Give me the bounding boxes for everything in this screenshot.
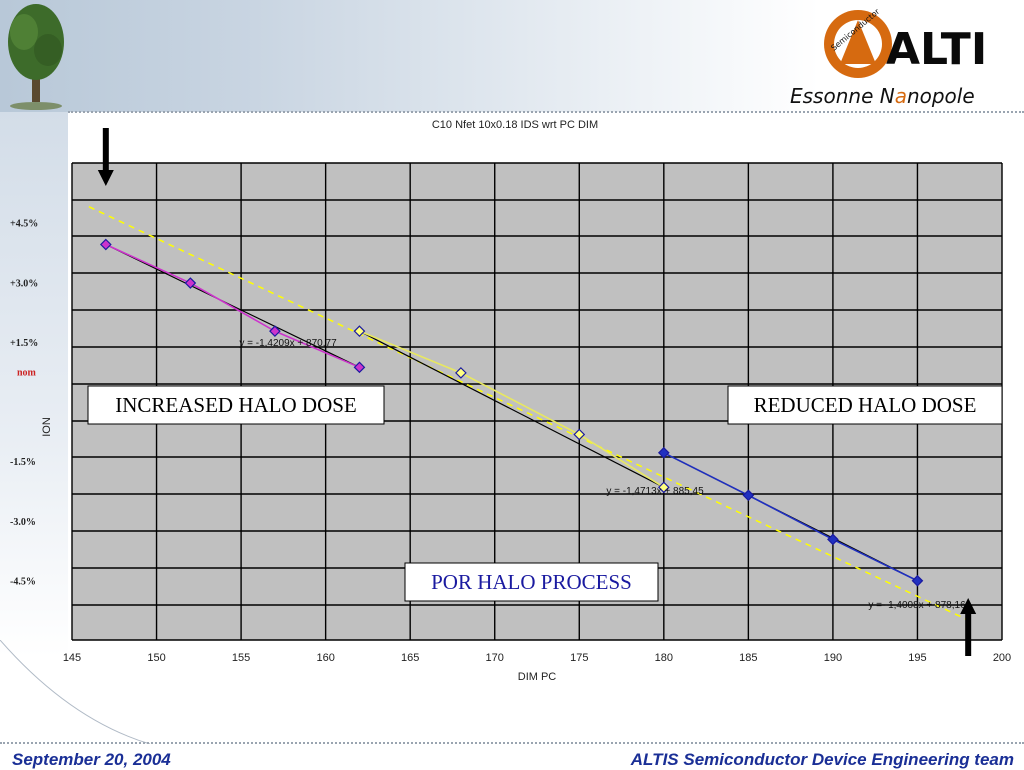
brand-subtitle: Essonne Nanopole (790, 84, 975, 108)
series-line (105, 243, 360, 369)
header-divider (68, 111, 1024, 113)
decorative-swoosh (0, 640, 151, 744)
data-point (99, 238, 112, 251)
x-tick-label: 150 (147, 652, 165, 664)
y-tick-label: +3.0% (10, 278, 38, 289)
data-point (827, 533, 839, 546)
footer-date: September 20, 2004 (12, 750, 171, 769)
reduced-halo-callout-box (727, 385, 1003, 425)
data-point (657, 446, 670, 459)
series-line (663, 452, 918, 582)
tree-icon (8, 4, 64, 110)
x-axis-label: DIM PC (518, 671, 557, 683)
increased-halo-callout-label: INCREASED HALO DOSE (115, 393, 357, 417)
x-tick-label: 190 (824, 652, 842, 664)
y-tick-label: -3.0% (10, 517, 36, 528)
x-tick-label: 200 (993, 652, 1011, 664)
reduced-halo-callout-label: REDUCED HALO DOSE (754, 393, 977, 417)
altis-logo: Semiconductor ALTIS (824, 7, 990, 78)
trendline-equation: y = -1,4008x + 878,16 (868, 600, 966, 611)
chart-title: C10 Nfet 10x0.18 IDS wrt PC DIM (432, 119, 598, 131)
arrow-up-icon (960, 598, 977, 656)
logo-wordmark: ALTIS (886, 24, 990, 75)
data-point (657, 481, 670, 494)
y-tick-label: nom (17, 368, 37, 379)
por-halo-callout-label: POR HALO PROCESS (431, 570, 632, 594)
data-point (911, 574, 924, 587)
series-fit-line (105, 243, 360, 368)
dashed-trend-line (88, 206, 969, 621)
trendline-equation: y = -1,4713x + 885,45 (606, 486, 704, 497)
x-tick-label: 185 (739, 652, 757, 664)
data-point (269, 325, 281, 337)
y-tick-label: +4.5% (10, 219, 38, 230)
arrow-down-icon (97, 128, 114, 186)
y-tick-label: +1.5% (10, 338, 38, 349)
data-point (184, 277, 197, 289)
data-point (573, 428, 586, 441)
trendline-equation: y = -1,4209x + 870,77 (239, 338, 337, 349)
footer-team: ALTIS Semiconductor Device Engineering t… (630, 750, 1014, 769)
series-line (359, 330, 665, 489)
x-tick-label: 165 (401, 652, 419, 664)
y-axis-label: ION (41, 417, 53, 437)
data-point (353, 361, 366, 374)
x-tick-label: 160 (316, 652, 334, 664)
series-fit-line (359, 330, 665, 488)
y-tick-label: -4.5% (10, 576, 36, 587)
x-tick-label: 155 (232, 652, 250, 664)
data-point (455, 367, 467, 379)
x-tick-label: 180 (655, 652, 673, 664)
data-point (353, 325, 366, 337)
por-halo-callout-box (404, 562, 659, 602)
x-tick-label: 145 (63, 652, 81, 664)
x-tick-label: 170 (486, 652, 504, 664)
left-gradient-band (0, 112, 68, 657)
x-tick-label: 195 (908, 652, 926, 664)
increased-halo-callout-box (87, 385, 385, 425)
footer-divider (0, 742, 1024, 744)
y-tick-label: -1.5% (10, 457, 36, 468)
x-tick-label: 175 (570, 652, 588, 664)
data-point (742, 489, 755, 502)
